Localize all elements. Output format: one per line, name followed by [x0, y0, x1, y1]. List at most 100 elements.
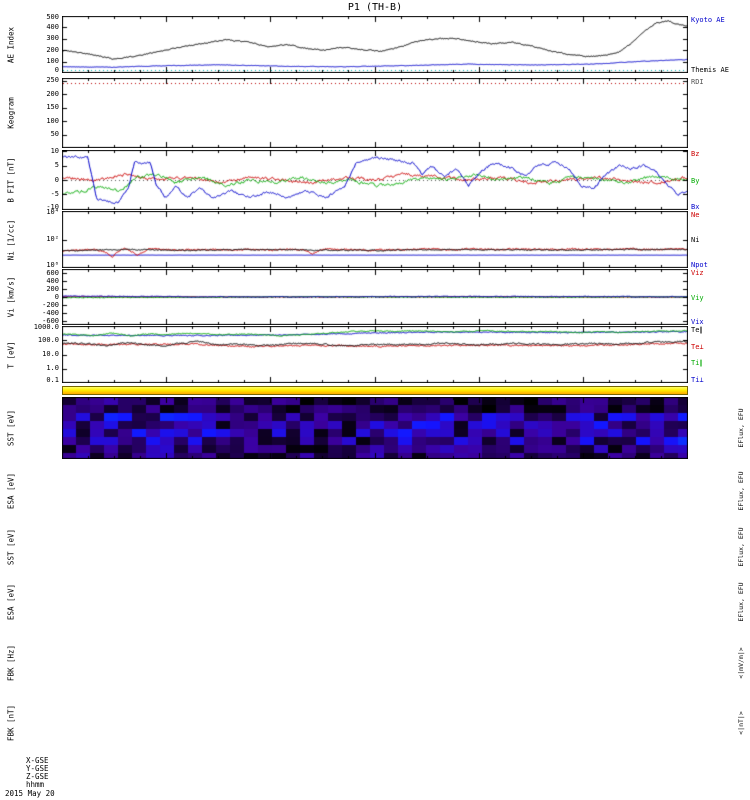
velocity-plot-canvas	[62, 269, 688, 325]
series-label: Bx	[691, 203, 700, 211]
y-tick-label: 10	[50, 147, 59, 155]
panel-ae-index: AE Index 500 400 300 200 100 0 Kyoto AE Themis…	[0, 13, 750, 75]
colorbar-unit-label: <|mV/m|>	[737, 646, 745, 679]
y-tick-label: 50	[50, 130, 59, 139]
y-tick-label: 0	[54, 175, 59, 184]
panel-ion-velocity: Vi [km/s] 600 400 200 0 -200 -400 -600 Viz Viy V…	[0, 269, 750, 327]
status-bar	[62, 386, 688, 395]
page-title: P1 (TH-B)	[347, 2, 403, 13]
series-label: Te∥	[691, 326, 703, 334]
panel-sst-ion-spectrogram: SST [eV] EFlux, EFU	[0, 397, 750, 547]
y-tick-labels: 250 200 150 100 50	[0, 76, 59, 148]
panel-keogram: Keogram 250 200 150 100 50 RDI	[0, 76, 750, 150]
y-tick-labels: 10 5 0 -5 -10	[0, 147, 59, 211]
series-label: Vix	[691, 318, 704, 326]
y-tick-label: 10⁰	[46, 261, 59, 269]
footer-row-label-hhmm: hhmm	[26, 780, 45, 789]
series-label: Bz	[691, 150, 700, 158]
y-tick-label: 10⁴	[46, 208, 59, 216]
panel-fbk-bfield-spectrogram: FBK [nT] <|nT|>	[0, 692, 750, 800]
y-tick-label: -5	[50, 189, 59, 198]
y-tick-label: 0	[54, 66, 59, 74]
colorbar-unit-label: EFlux, EFU	[737, 582, 745, 622]
y-tick-labels: 1000.0 100.0 10.0 1.0 0.1	[0, 323, 59, 384]
series-label: Te⊥	[691, 342, 704, 351]
y-tick-label: 600	[46, 268, 59, 277]
panel-ion-density: Ni [1/cc] 10⁴ 10² 10⁰ Ne Ni Npot	[0, 208, 750, 270]
y-tick-label: 100	[46, 116, 59, 125]
footer-row-label-ygse: Y-GSE	[26, 764, 49, 773]
series-labels: Te∥ Te⊥ Ti∥ Ti⊥	[691, 326, 749, 385]
series-label: By	[691, 176, 700, 185]
series-label: Ni	[691, 236, 700, 244]
y-tick-labels	[0, 523, 59, 571]
y-tick-label: 100.0	[37, 335, 59, 344]
y-tick-labels: 600 400 200 0 -200 -400 -600	[0, 269, 59, 325]
panel-fbk-efield-spectrogram: FBK [Hz] <|mV/m|>	[0, 634, 750, 784]
colorbar-unit-label: EFlux, EFU	[737, 527, 745, 567]
y-tick-label: 200	[46, 284, 59, 293]
y-tick-label: 400	[46, 22, 59, 31]
footer-row-label-xgse: X-GSE	[26, 756, 49, 765]
series-label: Viy	[691, 293, 704, 302]
density-plot-canvas	[62, 211, 688, 268]
date-label: 2015 May 20	[5, 789, 55, 798]
panel-esa-electron-spectrogram: ESA [eV] EFlux, EFU	[0, 572, 750, 722]
y-tick-label: 400	[46, 276, 59, 285]
y-tick-labels	[0, 692, 59, 754]
series-label: Ti⊥	[691, 375, 704, 384]
y-tick-label: 1000.0	[33, 323, 59, 331]
panel-temperature: T [eV] 1000.0 100.0 10.0 1.0 0.1 Te∥ Te⊥ Ti∥ Ti…	[0, 323, 750, 385]
series-labels: Viz Viy Vix	[691, 269, 749, 327]
keogram-plot-canvas	[62, 78, 688, 148]
series-labels: Bz By Bx	[691, 150, 749, 212]
y-tick-label: 100	[46, 57, 59, 66]
y-tick-label: 200	[46, 45, 59, 54]
y-tick-label: 200	[46, 89, 59, 98]
y-tick-labels	[0, 460, 59, 521]
y-tick-label: 0	[54, 292, 59, 301]
y-tick-labels: 10⁴ 10² 10⁰	[0, 208, 59, 269]
bfield-plot-canvas	[62, 150, 688, 210]
colorbar-unit-label: EFlux, EFU	[737, 470, 745, 511]
y-tick-labels	[0, 397, 59, 459]
panel-esa-ion-spectrogram: ESA [eV] EFlux, EFU	[0, 460, 750, 610]
y-tick-label: 10.0	[42, 350, 59, 358]
sst-ion-spectrogram-canvas	[62, 397, 688, 459]
y-tick-label: 500	[46, 13, 59, 21]
series-label: Themis AE	[691, 66, 729, 74]
y-tick-labels: 500 400 300 200 100 0	[0, 13, 59, 74]
y-tick-labels	[0, 634, 59, 691]
y-tick-label: 0.1	[46, 376, 59, 384]
y-tick-label: -200	[42, 300, 59, 309]
y-tick-label: 5	[54, 161, 59, 170]
footer-row-label-zgse: Z-GSE	[26, 772, 49, 781]
panel-sst-electron-spectrogram: SST [eV] EFlux, EFU	[0, 523, 750, 673]
series-labels: Kyoto AE Themis AE	[691, 16, 749, 75]
axis-footer: X-GSE Y-GSE Z-GSE hhmm 2015 May 20	[0, 757, 750, 800]
y-tick-label: -600	[42, 316, 59, 325]
y-tick-labels	[0, 572, 59, 632]
colorbar	[697, 692, 750, 800]
colorbar-unit-label: EFlux, EFU	[737, 408, 745, 448]
series-label: Ne	[691, 211, 700, 219]
colorbar-unit-label: <|nT|>	[737, 711, 745, 735]
series-label: Ti∥	[691, 359, 703, 368]
y-tick-label: 300	[46, 34, 59, 43]
series-labels: RDI	[691, 78, 749, 150]
series-labels: Ne Ni Npot	[691, 211, 749, 270]
series-label: Kyoto AE	[691, 16, 725, 24]
y-tick-label: 1.0	[46, 364, 59, 373]
series-label: Npot	[691, 261, 708, 269]
fbk-bfield-spectrogram-canvas	[62, 692, 362, 800]
y-tick-label: 250	[46, 76, 59, 85]
y-tick-label: -400	[42, 308, 59, 317]
series-label: Viz	[691, 269, 704, 277]
panel-magnetic-field: B FIT [nT] 10 5 0 -5 -10 Bz By Bx	[0, 147, 750, 212]
series-label: RDI	[691, 78, 704, 86]
y-tick-label: 10²	[46, 235, 59, 243]
y-tick-label: 150	[46, 103, 59, 112]
y-tick-label: -10	[46, 203, 59, 211]
ae-plot-canvas	[62, 16, 688, 73]
